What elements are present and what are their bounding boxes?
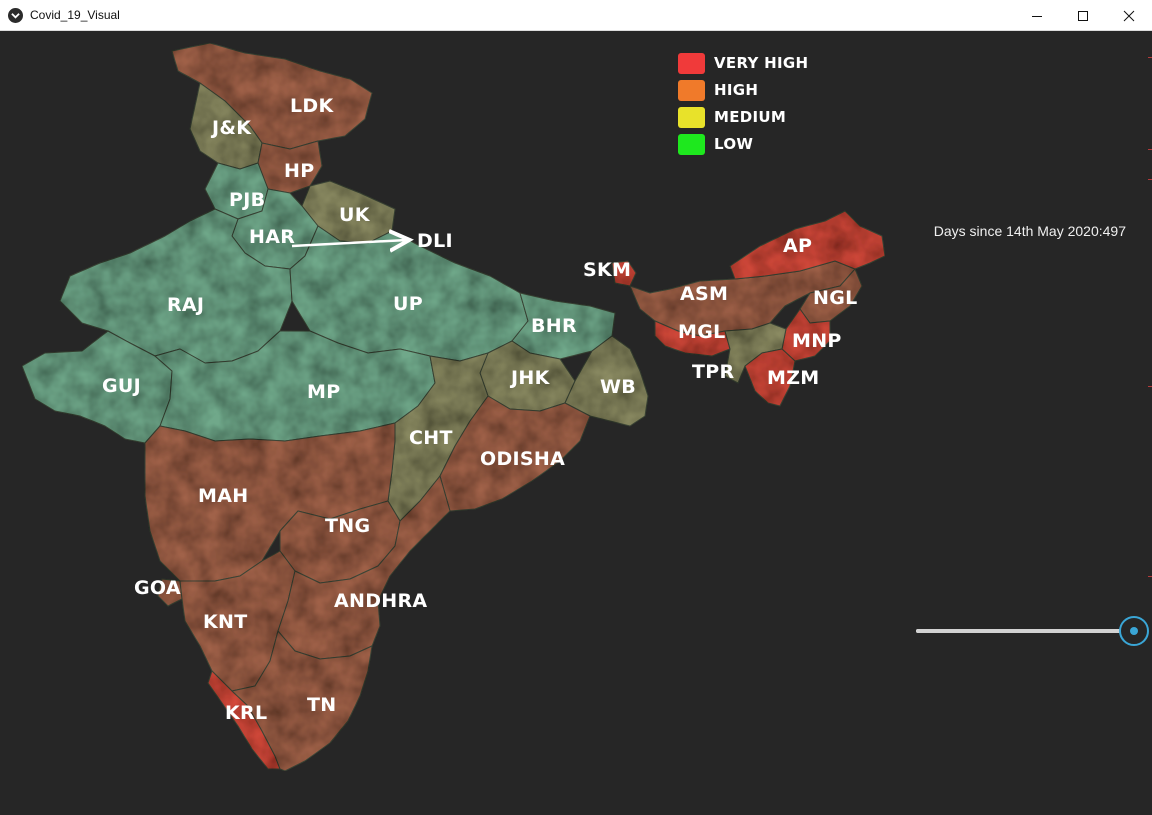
legend-swatch bbox=[678, 53, 705, 74]
state-label-mzm: MZM bbox=[767, 367, 820, 389]
slider-thumb[interactable] bbox=[1119, 616, 1149, 646]
state-shape-tn bbox=[231, 630, 373, 772]
legend-swatch bbox=[678, 107, 705, 128]
state-label-skm: SKM bbox=[583, 259, 631, 281]
edge-tick bbox=[1148, 576, 1152, 577]
state-shape-skm bbox=[611, 260, 637, 287]
state-label-tn: TN bbox=[307, 694, 336, 716]
state-label-uk: UK bbox=[339, 204, 371, 226]
state-labels: LDK J&K HP PJB UK HAR DLI RAJ UP BHR GUJ… bbox=[102, 95, 858, 724]
state-label-odisha: ODISHA bbox=[480, 448, 565, 470]
state-label-guj: GUJ bbox=[102, 375, 141, 397]
edge-tick bbox=[1148, 179, 1152, 180]
state-label-mah: MAH bbox=[198, 485, 248, 507]
edge-tick bbox=[1148, 149, 1152, 150]
state-label-tpr: TPR bbox=[692, 361, 734, 383]
state-label-cht: CHT bbox=[409, 427, 453, 449]
legend-swatch bbox=[678, 134, 705, 155]
legend-label: MEDIUM bbox=[714, 108, 787, 126]
maximize-button[interactable] bbox=[1060, 0, 1106, 31]
state-shape-mgl bbox=[654, 320, 731, 357]
state-label-hp: HP bbox=[284, 160, 314, 182]
state-label-ldk: LDK bbox=[290, 95, 334, 117]
state-label-pjb: PJB bbox=[229, 189, 265, 211]
state-label-goa: GOA bbox=[134, 577, 181, 599]
state-label-mp: MP bbox=[307, 381, 340, 403]
map-canvas: LDK J&K HP PJB UK HAR DLI RAJ UP BHR GUJ… bbox=[0, 31, 1152, 815]
state-label-har: HAR bbox=[249, 226, 295, 248]
state-label-dli: DLI bbox=[417, 230, 453, 252]
state-label-asm: ASM bbox=[680, 283, 728, 305]
close-icon bbox=[1123, 10, 1135, 21]
edge-tick bbox=[1148, 57, 1152, 58]
state-label-raj: RAJ bbox=[167, 294, 204, 316]
window-title: Covid_19_Visual bbox=[30, 8, 120, 22]
state-label-knt: KNT bbox=[203, 611, 248, 633]
title-bar: Covid_19_Visual bbox=[0, 0, 1152, 31]
app-icon bbox=[8, 8, 23, 23]
legend-label: HIGH bbox=[714, 81, 759, 99]
days-since-readout: Days since 14th May 2020:497 bbox=[934, 223, 1126, 239]
minimize-icon bbox=[1032, 15, 1042, 17]
state-label-bhr: BHR bbox=[531, 315, 577, 337]
legend-label: LOW bbox=[714, 135, 754, 153]
legend-swatch bbox=[678, 80, 705, 101]
day-slider[interactable] bbox=[916, 616, 1149, 646]
slider-fill bbox=[916, 629, 1134, 633]
state-label-jhk: JHK bbox=[509, 367, 551, 389]
state-label-up: UP bbox=[393, 293, 423, 315]
days-since-label: Days since 14th May 2020: bbox=[933, 223, 1103, 239]
edge-tick bbox=[1148, 386, 1152, 387]
state-shape-goa bbox=[157, 578, 183, 607]
days-since-value: 497 bbox=[1102, 223, 1126, 239]
state-shape-ap bbox=[729, 210, 886, 280]
maximize-icon bbox=[1078, 10, 1088, 21]
delhi-arrow bbox=[291, 240, 407, 246]
state-label-jk: J&K bbox=[210, 117, 252, 139]
state-label-ngl: NGL bbox=[813, 287, 858, 309]
state-label-krl: KRL bbox=[225, 702, 267, 724]
close-button[interactable] bbox=[1106, 0, 1152, 31]
legend-label: VERY HIGH bbox=[714, 54, 809, 72]
state-label-andhra: ANDHRA bbox=[334, 590, 427, 612]
state-shape-odisha bbox=[439, 395, 591, 512]
state-shape-mzm bbox=[744, 348, 796, 407]
india-map: LDK J&K HP PJB UK HAR DLI RAJ UP BHR GUJ… bbox=[21, 42, 886, 772]
state-label-mnp: MNP bbox=[792, 330, 842, 352]
state-label-wb: WB bbox=[600, 376, 636, 398]
minimize-button[interactable] bbox=[1014, 0, 1060, 31]
state-label-tng: TNG bbox=[325, 515, 370, 537]
state-label-ap: AP bbox=[783, 235, 812, 257]
state-label-mgl: MGL bbox=[678, 321, 726, 343]
